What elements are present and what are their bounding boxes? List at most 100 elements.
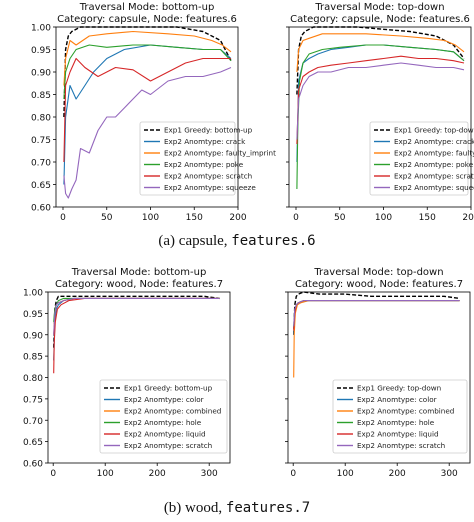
x-tick-label: 0 xyxy=(290,469,296,479)
y-tick-label: 0.95 xyxy=(23,310,43,320)
legend: Exp1 Greedy: top-down Exp2 Anomtype: crac… xyxy=(369,121,474,196)
series-line-4 xyxy=(293,300,460,327)
series-line-6 xyxy=(63,66,232,199)
series-line-6 xyxy=(53,297,220,335)
chart-subtitle: Category: wood, Node: features.7 xyxy=(295,279,463,290)
legend-entry: Exp2 Anomtype: liquid xyxy=(124,430,206,439)
series-line-1 xyxy=(63,26,232,118)
series-line-3 xyxy=(63,30,232,86)
legend-entry: Exp2 Anomtype: faulty_imprint xyxy=(164,149,276,158)
y-tick-label: 0.95 xyxy=(31,46,51,56)
y-tick-label: 0.60 xyxy=(23,460,43,470)
y-tick-label: 0.90 xyxy=(23,331,43,341)
legend-entry: Exp2 Anomtype: squeeze xyxy=(394,183,474,192)
series-line-1 xyxy=(296,26,465,95)
series-line-2 xyxy=(53,297,220,361)
legend-entry: Exp2 Anomtype: scratch xyxy=(124,441,212,450)
chart-title: Traversal Mode: bottom-up xyxy=(71,267,207,278)
legend-frame xyxy=(332,379,468,454)
legend-entry: Exp2 Anomtype: color xyxy=(357,395,437,404)
chart-title: Traversal Mode: bottom-up xyxy=(79,2,215,13)
x-tick-label: 150 xyxy=(419,213,436,223)
x-tick-label: 200 xyxy=(389,469,406,479)
legend-frame xyxy=(99,379,228,454)
legend: Exp1 Greedy: top-down Exp2 Anomtype: colo… xyxy=(332,379,468,454)
x-tick-label: 100 xyxy=(97,469,114,479)
legend-frame xyxy=(139,121,236,196)
series-line-3 xyxy=(296,33,465,73)
x-tick-label: 50 xyxy=(334,213,346,223)
legend-entry: Exp1 Greedy: bottom-up xyxy=(164,126,253,135)
chart-subtitle: Category: wood, Node: features.7 xyxy=(55,279,223,290)
chart-subtitle: Category: capsule, Node: features.6 xyxy=(57,14,237,25)
legend-entry: Exp2 Anomtype: crack xyxy=(164,137,246,146)
series-line-5 xyxy=(296,55,465,145)
legend-entry: Exp2 Anomtype: scratch xyxy=(164,172,252,181)
x-tick-label: 300 xyxy=(201,469,218,479)
legend-entry: Exp1 Greedy: top-down xyxy=(357,384,441,393)
legend-entry: Exp2 Anomtype: combined xyxy=(124,407,221,416)
series-line-6 xyxy=(293,300,460,327)
series-line-1 xyxy=(293,291,460,335)
legend-entry: Exp2 Anomtype: liquid xyxy=(357,430,439,439)
y-tick-label: 0.80 xyxy=(23,374,43,384)
y-tick-label: 0.70 xyxy=(31,159,51,169)
series-line-2 xyxy=(293,300,460,335)
x-tick-label: 0 xyxy=(50,469,56,479)
series-line-3 xyxy=(293,300,460,378)
x-tick-label: 300 xyxy=(441,469,458,479)
legend: Exp1 Greedy: bottom-up Exp2 Anomtype: col… xyxy=(99,379,228,454)
legend-entry: Exp2 Anomtype: hole xyxy=(124,418,202,427)
x-tick-label: 0 xyxy=(60,213,66,223)
caption-a-label: (a) capsule, xyxy=(158,233,232,249)
y-tick-label: 0.90 xyxy=(31,69,51,79)
caption-a: (a) capsule, features.6 xyxy=(0,233,474,250)
legend: Exp1 Greedy: bottom-up Exp2 Anomtype: cra… xyxy=(139,121,276,196)
series-line-6 xyxy=(296,62,465,140)
x-tick-label: 0 xyxy=(293,213,299,223)
y-tick-label: 0.65 xyxy=(23,438,43,448)
y-tick-label: 0.60 xyxy=(31,204,51,214)
series-line-5 xyxy=(293,300,460,331)
y-tick-label: 1.00 xyxy=(31,24,51,34)
legend-entry: Exp2 Anomtype: scratch xyxy=(394,172,474,181)
series-line-5 xyxy=(53,297,220,374)
legend-entry: Exp1 Greedy: bottom-up xyxy=(124,384,213,393)
caption-b-label: (b) wood, xyxy=(163,500,226,516)
caption-b: (b) wood, features.7 xyxy=(0,500,474,517)
legend-entry: Exp2 Anomtype: poke xyxy=(394,160,474,169)
chart-subtitle: Category: capsule, Node: features.6 xyxy=(290,14,470,25)
legend-entry: Exp1 Greedy: top-down xyxy=(394,126,474,135)
x-tick-label: 200 xyxy=(229,213,246,223)
legend-entry: Exp2 Anomtype: crack xyxy=(394,137,474,146)
legend-entry: Exp2 Anomtype: combined xyxy=(357,407,454,416)
legend-entry: Exp2 Anomtype: squeeze xyxy=(164,183,256,192)
x-tick-label: 100 xyxy=(375,213,392,223)
y-tick-label: 0.75 xyxy=(31,136,51,146)
legend-entry: Exp2 Anomtype: poke xyxy=(164,160,244,169)
y-tick-label: 0.85 xyxy=(31,91,51,101)
y-tick-label: 0.65 xyxy=(31,181,51,191)
x-tick-label: 100 xyxy=(337,469,354,479)
series-line-4 xyxy=(296,44,465,190)
x-tick-label: 150 xyxy=(186,213,203,223)
y-tick-label: 1.00 xyxy=(23,289,43,299)
chart-title: Traversal Mode: top-down xyxy=(313,267,443,278)
chart-title: Traversal Mode: top-down xyxy=(314,2,444,13)
legend-entry: Exp2 Anomtype: hole xyxy=(357,418,435,427)
series-line-4 xyxy=(53,297,220,322)
legend-entry: Exp2 Anomtype: scratch xyxy=(357,441,445,450)
x-tick-label: 100 xyxy=(142,213,159,223)
x-tick-label: 200 xyxy=(462,213,474,223)
x-tick-label: 50 xyxy=(101,213,113,223)
series-line-5 xyxy=(63,57,231,163)
legend-entry: Exp2 Anomtype: faulty_imprint xyxy=(394,149,474,158)
caption-a-code: features.6 xyxy=(231,233,316,249)
series-line-4 xyxy=(63,44,232,100)
y-tick-label: 0.80 xyxy=(31,114,51,124)
caption-b-code: features.7 xyxy=(225,500,311,516)
